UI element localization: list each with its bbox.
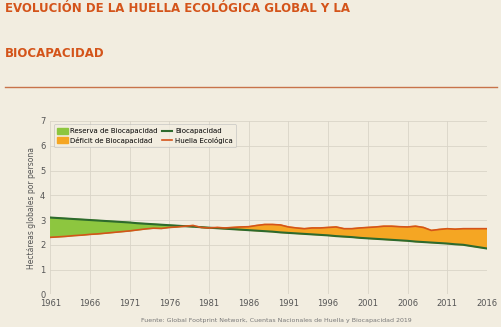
Text: EVOLUCIÓN DE LA HUELLA ECOLÓGICA GLOBAL Y LA: EVOLUCIÓN DE LA HUELLA ECOLÓGICA GLOBAL … [5, 2, 349, 15]
Y-axis label: Hectáreas globales por persona: Hectáreas globales por persona [27, 146, 36, 269]
Legend: Reserva de Biocapacidad, Déficit de Biocapacidad, Biocapacidad, Huella Ecológica: Reserva de Biocapacidad, Déficit de Bioc… [54, 125, 236, 147]
Text: BIOCAPACIDAD: BIOCAPACIDAD [5, 47, 104, 60]
Text: Fuente: Global Footprint Network, Cuentas Nacionales de Huella y Biocapacidad 20: Fuente: Global Footprint Network, Cuenta… [140, 318, 411, 323]
